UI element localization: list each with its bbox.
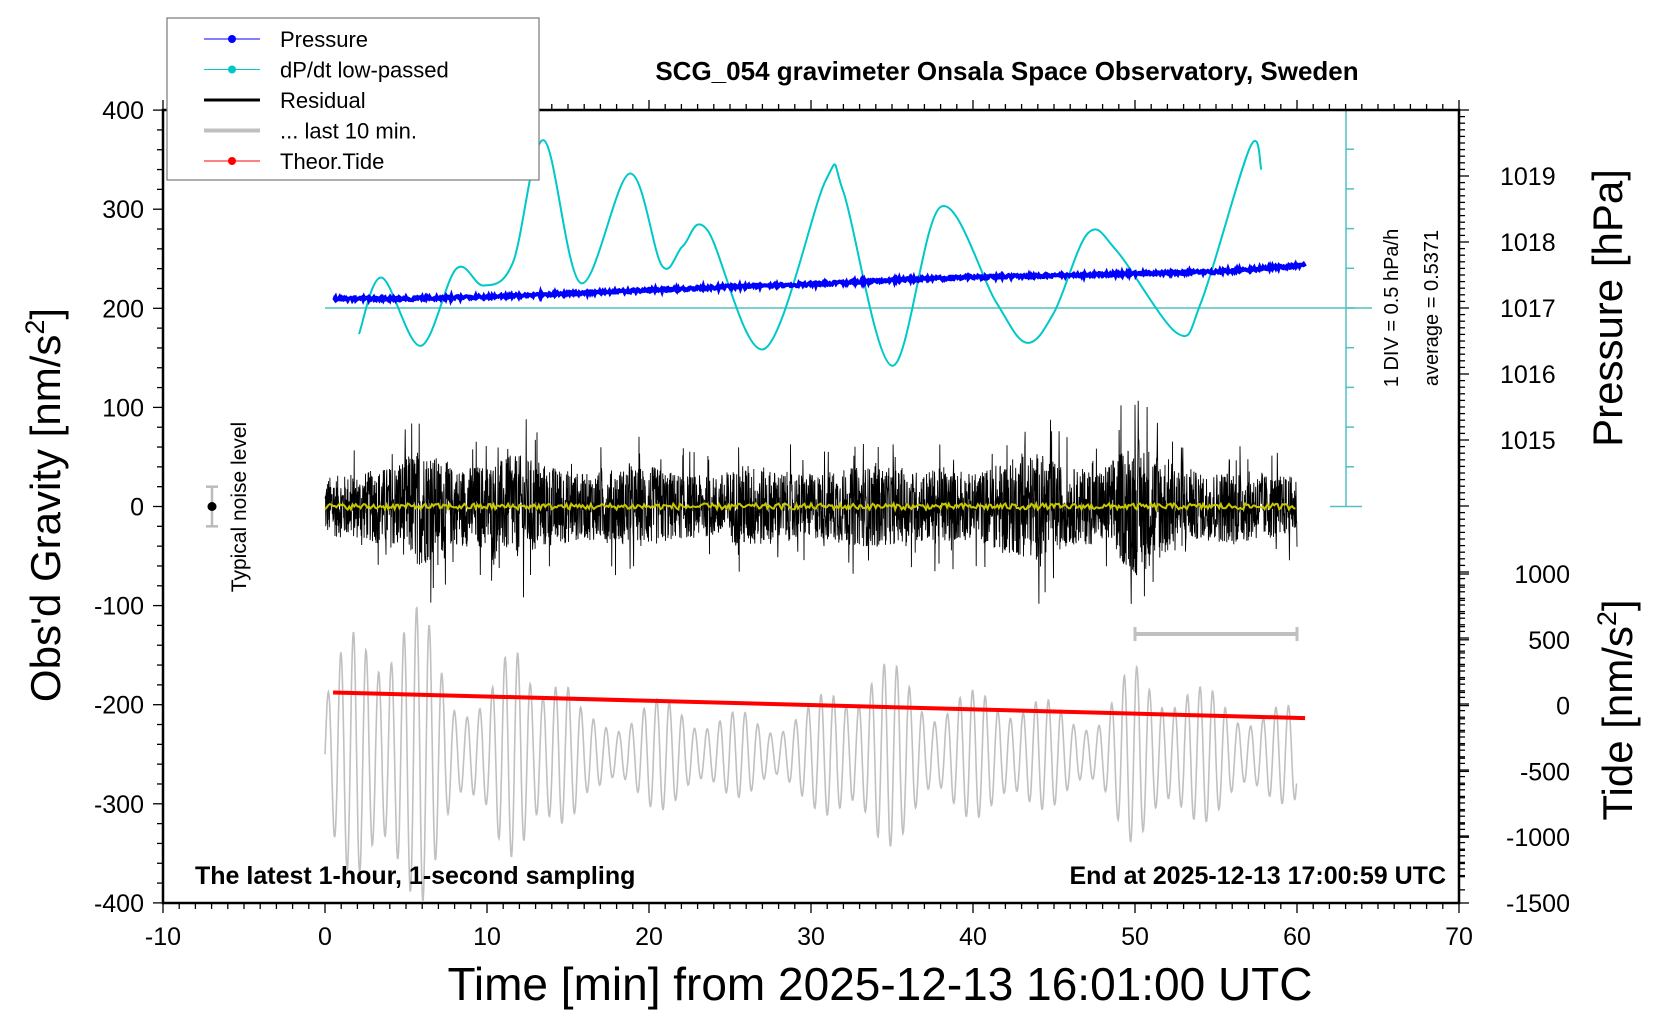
legend-label: ... last 10 min.: [280, 119, 417, 144]
y-axis-label-left: Obs'd Gravity [nm/s2]: [20, 308, 69, 702]
series-residual: [324, 400, 1298, 604]
legend-item: dP/dt low-passed: [204, 58, 449, 83]
x-tick-label: 0: [318, 923, 332, 951]
y-axis-label-pressure: Pressure [hPa]: [1584, 169, 1631, 447]
y-tick-label-pressure: 1018: [1500, 229, 1556, 257]
noise-level-label: Typical noise level: [228, 422, 251, 592]
y-tick-label-left: 300: [102, 196, 144, 224]
annotation-sampling: The latest 1-hour, 1-second sampling: [195, 862, 635, 890]
noise-level-dot: [207, 502, 217, 511]
y-tick-label-left: -100: [94, 593, 144, 621]
legend-item: ... last 10 min.: [204, 119, 417, 144]
dpdt-average-label: average = 0.5371: [1421, 230, 1443, 386]
legend-item: Theor.Tide: [204, 149, 384, 174]
x-tick-label: 10: [473, 923, 501, 951]
series-residual-lowpass: [324, 500, 1296, 513]
series-pressure: [332, 259, 1307, 306]
x-tick-label: 50: [1121, 923, 1149, 951]
y-tick-label-tide: 500: [1528, 627, 1570, 655]
y-tick-label-left: 0: [130, 494, 144, 522]
x-tick-label: 20: [635, 923, 663, 951]
y-tick-label-left: -400: [94, 890, 144, 918]
dpdt-scale-label: 1 DIV = 0.5 hPa/h: [1381, 229, 1403, 387]
y-tick-label-left: -200: [94, 692, 144, 720]
x-tick-label: 70: [1445, 923, 1473, 951]
y-tick-label-tide: -1500: [1506, 890, 1570, 918]
y-tick-label-tide: 0: [1556, 693, 1570, 721]
y-tick-label-left: -300: [94, 791, 144, 819]
axes-layer: -10 0 10 20 30 40 50 60 704003002001000-100-200-…: [94, 97, 1570, 951]
y-tick-label-pressure: 1016: [1500, 361, 1556, 389]
y-tick-label-pressure: 1017: [1500, 295, 1556, 323]
x-tick-label: 60: [1283, 923, 1311, 951]
y-tick-label-left: 200: [102, 295, 144, 323]
legend-label: Residual: [280, 88, 366, 113]
legend-marker: [228, 35, 236, 43]
chart-title: SCG_054 gravimeter Onsala Space Observat…: [655, 56, 1358, 86]
x-tick-label: 40: [959, 923, 987, 951]
x-tick-label: 30: [797, 923, 825, 951]
legend-label: dP/dt low-passed: [280, 58, 449, 83]
y-tick-label-left: 400: [102, 97, 144, 125]
annotation-end-time: End at 2025-12-13 17:00:59 UTC: [1069, 862, 1446, 890]
series-dpdt-lowpassed: [358, 139, 1263, 367]
y-axis-label-tide: Tide [nm/s2]: [1592, 599, 1641, 820]
y-tick-label-pressure: 1015: [1500, 427, 1556, 455]
series-last-10-min: [324, 606, 1298, 902]
y-tick-label-pressure: 1019: [1500, 163, 1556, 191]
legend-marker: [228, 65, 236, 74]
series-theor-tide: [333, 690, 1306, 721]
legend-item: Pressure: [204, 27, 368, 52]
data-layer: [206, 108, 1372, 902]
y-tick-label-tide: 1000: [1514, 561, 1570, 589]
y-tick-label-left: 100: [102, 394, 144, 422]
y-tick-label-tide: -500: [1520, 758, 1570, 786]
x-axis-label: Time [min] from 2025-12-13 16:01:00 UTC: [448, 958, 1313, 1010]
legend-label: Pressure: [280, 27, 368, 52]
y-tick-label-tide: -1000: [1506, 824, 1570, 852]
legend-marker: [228, 157, 236, 165]
legend-label: Theor.Tide: [280, 149, 384, 174]
legend: Pressure dP/dt low-passed Residual ... last…: [166, 17, 540, 181]
legend-item: Residual: [204, 88, 366, 113]
x-tick-label: -10: [145, 923, 181, 951]
